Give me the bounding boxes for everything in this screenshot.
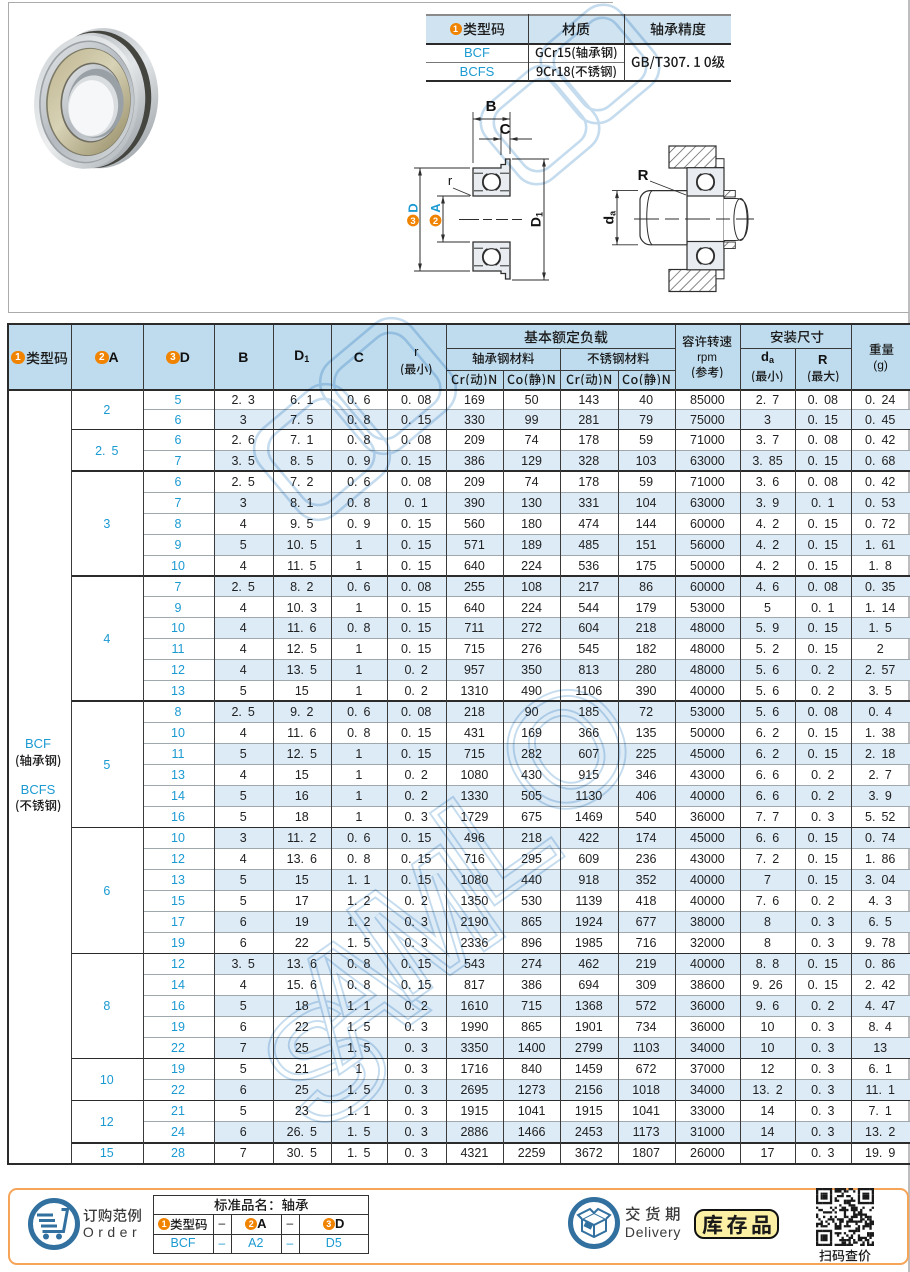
- svg-text:da: da: [600, 210, 617, 225]
- svg-text:C: C: [500, 121, 511, 138]
- svg-text:r: r: [448, 173, 453, 188]
- svg-text:D1: D1: [528, 212, 545, 227]
- svg-text:D: D: [406, 203, 421, 212]
- svg-text:B: B: [486, 98, 497, 115]
- svg-text:3: 3: [410, 216, 415, 227]
- svg-text:A: A: [428, 203, 443, 213]
- svg-text:R: R: [638, 167, 649, 184]
- svg-text:2: 2: [433, 216, 438, 227]
